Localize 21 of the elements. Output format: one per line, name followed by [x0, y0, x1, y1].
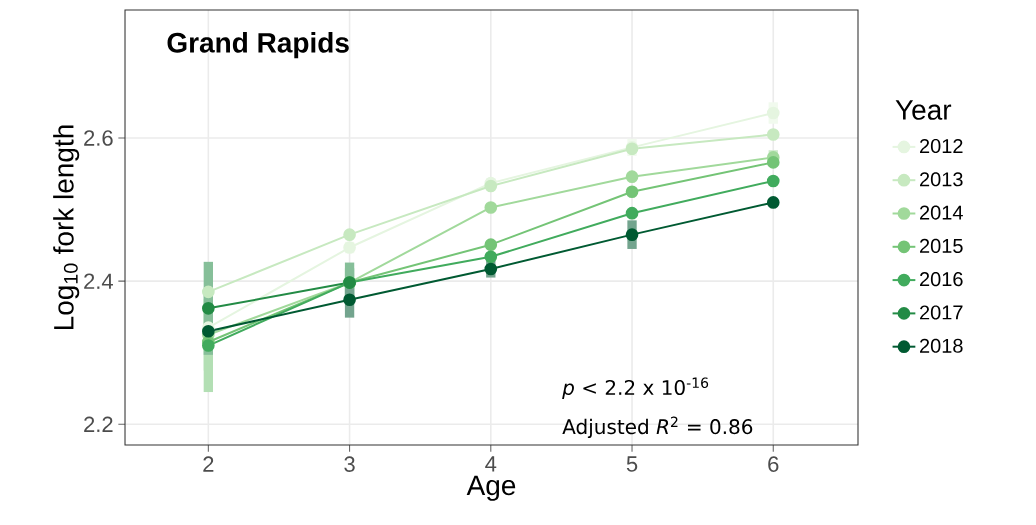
- legend-label: 2017: [920, 305, 963, 320]
- y-tick-label: 2.6: [84, 130, 113, 146]
- y-tick-label: 2.4: [84, 273, 113, 289]
- x-tick-label: 2: [203, 456, 214, 472]
- legend-label: 2012: [920, 138, 963, 154]
- x-tick-label: 5: [626, 456, 638, 472]
- legend-title: Year: [895, 100, 952, 120]
- y-axis-title: Log$_{10}$ fork length: [53, 125, 80, 330]
- annotation: Adjusted R$^{2}$ = 0.86: [562, 416, 753, 439]
- x-tick-label: 6: [768, 456, 779, 472]
- x-tick-label: 3: [344, 456, 355, 472]
- legend-label: 2014: [920, 205, 963, 220]
- legend-label: 2013: [920, 172, 963, 187]
- x-axis-title: Age: [466, 475, 516, 501]
- annotation: p < 2.2 x 10$^{-16}$: [562, 377, 709, 399]
- x-tick-label: 4: [485, 456, 497, 472]
- legend-label: 2016: [920, 272, 963, 287]
- text: Grand Rapids: [167, 32, 349, 59]
- legend-label: 2015: [920, 238, 963, 253]
- y-tick-label: 2.2: [84, 416, 113, 432]
- legend-label: 2018: [920, 338, 963, 353]
